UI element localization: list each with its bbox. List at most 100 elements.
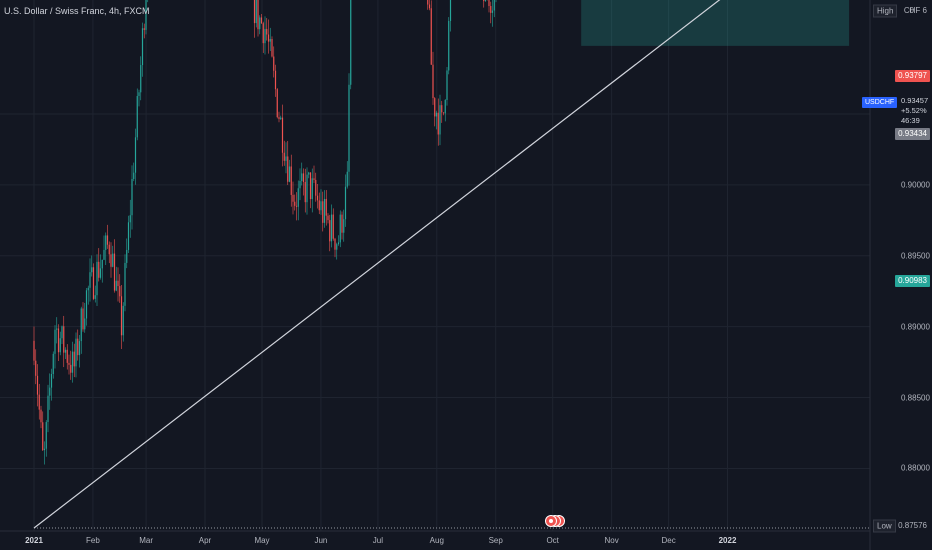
time-tick-label: Jun: [314, 536, 328, 545]
candle-body: [309, 172, 312, 200]
candle-body: [112, 253, 114, 267]
currency-label: CHF 6: [901, 5, 930, 17]
candle-body: [348, 84, 350, 172]
candlestick-series: [33, 0, 497, 465]
candle-body: [337, 242, 340, 245]
candle-body: [106, 235, 109, 245]
candle-body: [292, 194, 294, 202]
candle-body: [47, 395, 49, 423]
lower-trendline[interactable]: [33, 0, 857, 529]
candle-body: [36, 375, 39, 395]
candle-body: [56, 328, 58, 330]
candle-body: [94, 295, 96, 299]
candle-body: [318, 200, 320, 211]
candle-body: [115, 280, 117, 291]
candle-body: [484, 0, 487, 2]
candle-body: [281, 117, 284, 153]
candle-body: [306, 174, 308, 203]
candle-body: [124, 262, 126, 306]
candle-body: [64, 349, 67, 353]
candle-body: [430, 8, 432, 65]
candle-body: [54, 329, 56, 354]
candle-body: [103, 249, 105, 260]
candle-body: [322, 201, 324, 223]
time-tick-label: May: [254, 536, 270, 545]
candle-body: [449, 0, 452, 21]
candle-body: [294, 201, 296, 206]
candle-body: [101, 259, 103, 269]
candle-body: [288, 166, 291, 182]
candle-body: [339, 214, 341, 243]
candle-body: [42, 422, 44, 451]
candle-body: [140, 65, 142, 93]
take-profit-zone[interactable]: [581, 0, 850, 46]
price-tick-label: 0.88500: [901, 393, 930, 403]
candle-body: [40, 409, 42, 423]
candle-body: [302, 173, 305, 183]
candle-body: [78, 341, 81, 356]
candle-body: [266, 28, 268, 35]
time-tick-label: Oct: [546, 536, 559, 545]
time-tick-label: Nov: [604, 536, 619, 545]
candle-body: [82, 308, 84, 330]
candle-body: [85, 290, 88, 319]
candle-body: [285, 156, 287, 161]
candle-body: [84, 318, 86, 330]
events-marker-icon[interactable]: [543, 514, 569, 528]
candle-body: [50, 374, 53, 388]
candle-body: [253, 0, 256, 24]
low-label: Low: [873, 519, 896, 533]
candle-body: [428, 4, 431, 9]
price-change: +5.52%: [901, 106, 927, 115]
candle-body: [301, 173, 303, 182]
candle-body: [308, 172, 310, 175]
candle-body: [304, 182, 306, 203]
candle-body: [439, 105, 441, 135]
candle-body: [99, 268, 102, 278]
candle-body: [127, 222, 130, 250]
candle-body: [262, 23, 264, 44]
candle-body: [120, 296, 123, 336]
candle-body: [43, 448, 46, 451]
candle-body: [427, 0, 429, 5]
candle-body: [96, 261, 98, 296]
candle-body: [105, 235, 107, 250]
low-value: 0.87576: [898, 521, 927, 530]
candle-body: [444, 99, 446, 114]
candle-body: [133, 172, 135, 179]
candle-body: [141, 28, 144, 66]
last-price: 0.93457: [901, 96, 929, 105]
high-label: High: [873, 4, 898, 18]
candle-body: [59, 338, 61, 353]
candle-body: [259, 17, 261, 30]
candle-body: [432, 64, 434, 99]
candle-body: [336, 244, 338, 250]
time-tick-label: Apr: [198, 536, 212, 545]
candle-body: [320, 201, 322, 211]
candle-body: [52, 353, 54, 375]
candle-body: [442, 112, 445, 114]
bar-countdown: 46:39: [901, 116, 920, 125]
candle-body: [131, 178, 133, 216]
time-tick-label: 2021: [25, 536, 43, 545]
candle-body: [61, 326, 63, 339]
candle-body: [269, 38, 271, 42]
candle-body: [297, 188, 299, 207]
candle-body: [122, 305, 124, 336]
candle-body: [260, 17, 263, 24]
candle-body: [38, 394, 40, 410]
time-tick-label: Feb: [85, 536, 100, 545]
candle-body: [75, 338, 77, 367]
candle-body: [117, 280, 119, 287]
candle-body: [98, 261, 100, 278]
candle-body: [255, 0, 257, 24]
time-tick-label: Sep: [488, 536, 503, 545]
time-tick-label: 2022: [718, 536, 737, 545]
currency-badge: 6: [922, 6, 927, 15]
candle-body: [71, 351, 74, 373]
candle-body: [490, 6, 492, 13]
candle-body: [143, 28, 145, 30]
candle-body: [110, 254, 112, 267]
candle-body: [276, 89, 278, 118]
